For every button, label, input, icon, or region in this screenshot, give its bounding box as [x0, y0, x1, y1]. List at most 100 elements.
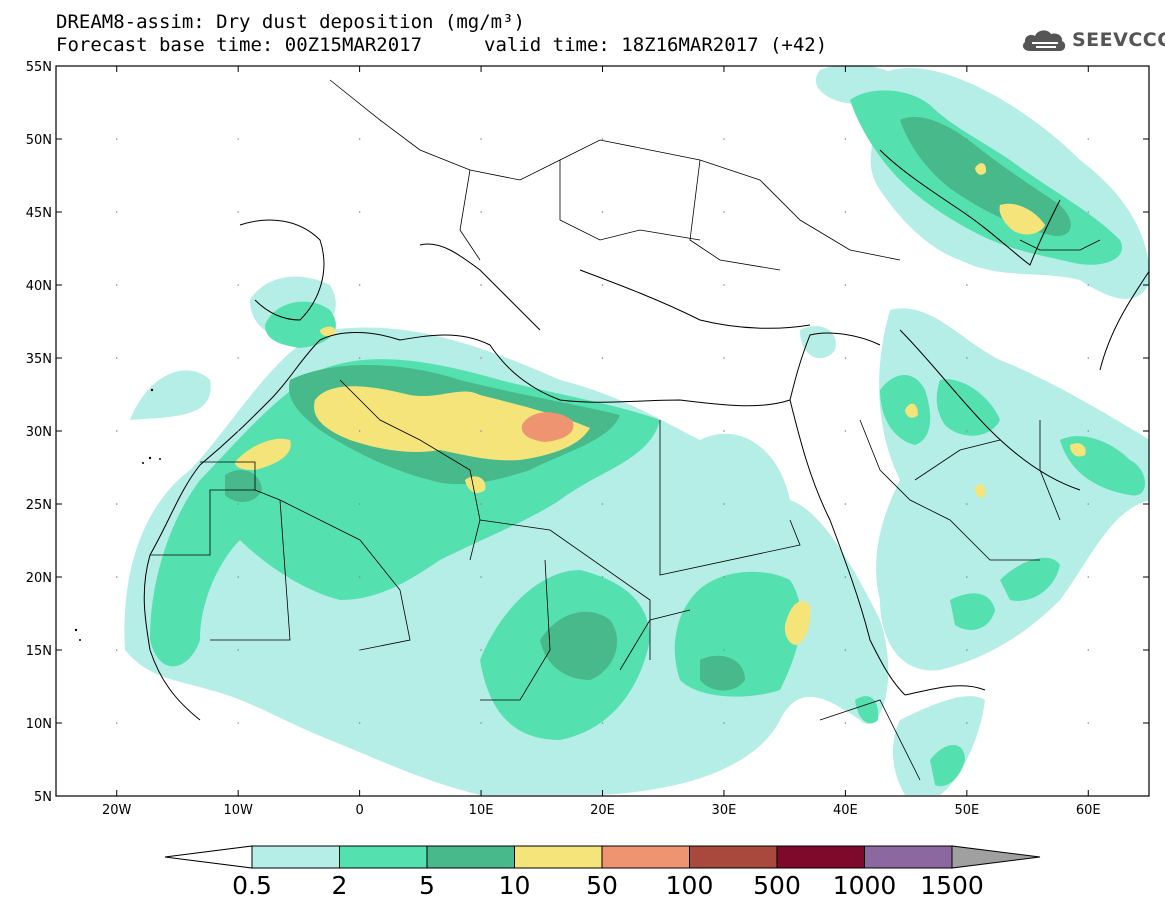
colorbar-label: 50: [586, 871, 618, 900]
graticule-dot: [115, 430, 118, 432]
graticule-dot: [480, 576, 482, 578]
graticule-dot: [237, 211, 239, 213]
graticule-dot: [844, 503, 847, 505]
colorbar-under-arrow: [164, 845, 253, 869]
longitude-axis: 20W 10W 0 10E 20E 30E 40E 50E 60E: [102, 66, 1101, 818]
graticule-dot: [358, 722, 361, 724]
logo-text: SEEVCCC: [1072, 29, 1165, 51]
graticule-dot: [237, 138, 239, 140]
graticule-dot: [358, 284, 361, 286]
graticule-dot: [480, 138, 482, 140]
graticule-dot: [480, 503, 482, 505]
colorbar-label: 500: [753, 871, 801, 900]
dust-level-50: [521, 412, 574, 442]
colorbar-over-arrow: [951, 845, 1041, 869]
graticule-dot: [601, 576, 604, 578]
graticule-dot: [358, 211, 361, 213]
graticule-dot: [844, 284, 847, 286]
graticule-dot: [358, 649, 361, 651]
graticule-dot: [844, 211, 847, 213]
colorbar-label: 0.5: [232, 871, 272, 900]
graticule-dot: [601, 211, 604, 213]
lat-tick-label: 15N: [26, 644, 52, 659]
lat-tick-label: 25N: [26, 498, 52, 513]
graticule-dot: [1087, 284, 1090, 286]
graticule-dot: [1087, 138, 1090, 140]
lat-tick-label: 55N: [26, 60, 52, 75]
dust-level-10: [235, 163, 1086, 645]
lat-tick-label: 40N: [26, 279, 52, 294]
graticule-dot: [480, 430, 482, 432]
colorbar-label: 1000: [833, 871, 897, 900]
colorbar-swatch: [426, 845, 515, 869]
graticule-dot: [723, 503, 725, 505]
graticule-dot: [237, 722, 239, 724]
graticule-dot: [1087, 503, 1090, 505]
lon-tick-label: 10W: [223, 803, 253, 818]
graticule-dot: [966, 576, 968, 578]
graticule-dot: [115, 211, 118, 213]
graticule-dot: [237, 357, 239, 359]
graticule-dot: [601, 503, 604, 505]
graticule-dot: [358, 430, 361, 432]
graticule-dot: [966, 211, 968, 213]
graticule-dot: [723, 284, 725, 286]
graticule-dot: [480, 284, 482, 286]
graticule-dot: [844, 430, 847, 432]
graticule-dot: [966, 138, 968, 140]
graticule-dot: [237, 576, 239, 578]
graticule-dot: [237, 284, 239, 286]
graticule-dot: [1087, 211, 1090, 213]
colorbar-swatch: [514, 845, 603, 869]
lat-tick-label: 30N: [26, 425, 52, 440]
colorbar-label: 5: [419, 871, 435, 900]
lon-tick-label: 40E: [833, 803, 858, 818]
graticule-dot: [480, 357, 482, 359]
graticule-dot: [966, 430, 968, 432]
lat-tick-label: 35N: [26, 352, 52, 367]
lon-tick-label: 10E: [469, 803, 494, 818]
coastlines: [143, 149, 1149, 721]
borders: [150, 79, 1101, 781]
lat-tick-label: 45N: [26, 206, 52, 221]
forecast-base-time: Forecast base time: 00Z15MAR2017: [56, 34, 423, 56]
dust-field: [124, 66, 1149, 795]
graticule-dot: [115, 284, 118, 286]
colorbar-label: 2: [332, 871, 348, 900]
graticule-dot: [601, 649, 604, 651]
graticule-dot: [844, 722, 847, 724]
graticule-dot: [966, 722, 968, 724]
graticule-dot: [1087, 576, 1090, 578]
graticule-dot: [966, 649, 968, 651]
graticule-dot: [601, 722, 604, 724]
graticule-dot: [480, 722, 482, 724]
lat-tick-label: 10N: [26, 717, 52, 732]
graticule-dot: [966, 357, 968, 359]
graticule-dot: [480, 211, 482, 213]
graticule-dot: [723, 211, 725, 213]
graticule-dot: [115, 357, 118, 359]
lon-tick-label: 50E: [954, 803, 979, 818]
graticule-dot: [115, 649, 118, 651]
lat-tick-label: 5N: [34, 790, 52, 805]
graticule-dot: [480, 649, 482, 651]
graticule-dot: [844, 649, 847, 651]
graticule-dot: [358, 357, 361, 359]
graticule-dot: [237, 649, 239, 651]
graticule-dot: [1087, 722, 1090, 724]
graticule-dot: [1087, 357, 1090, 359]
graticule-dot: [237, 503, 239, 505]
graticule-dot: [601, 284, 604, 286]
colorbar-swatch: [339, 845, 428, 869]
graticule-dot: [966, 503, 968, 505]
lon-tick-label: 30E: [712, 803, 737, 818]
lon-tick-label: 0: [355, 803, 363, 818]
graticule-dot: [844, 357, 847, 359]
colorbar: 0.5 2 5 10 50 100 500 1000 1500: [164, 845, 1041, 900]
colorbar-swatch: [251, 845, 340, 869]
graticule-dot: [966, 284, 968, 286]
colorbar-swatch: [689, 845, 778, 869]
colorbar-swatch: [776, 845, 865, 869]
graticule-dot: [1087, 649, 1090, 651]
